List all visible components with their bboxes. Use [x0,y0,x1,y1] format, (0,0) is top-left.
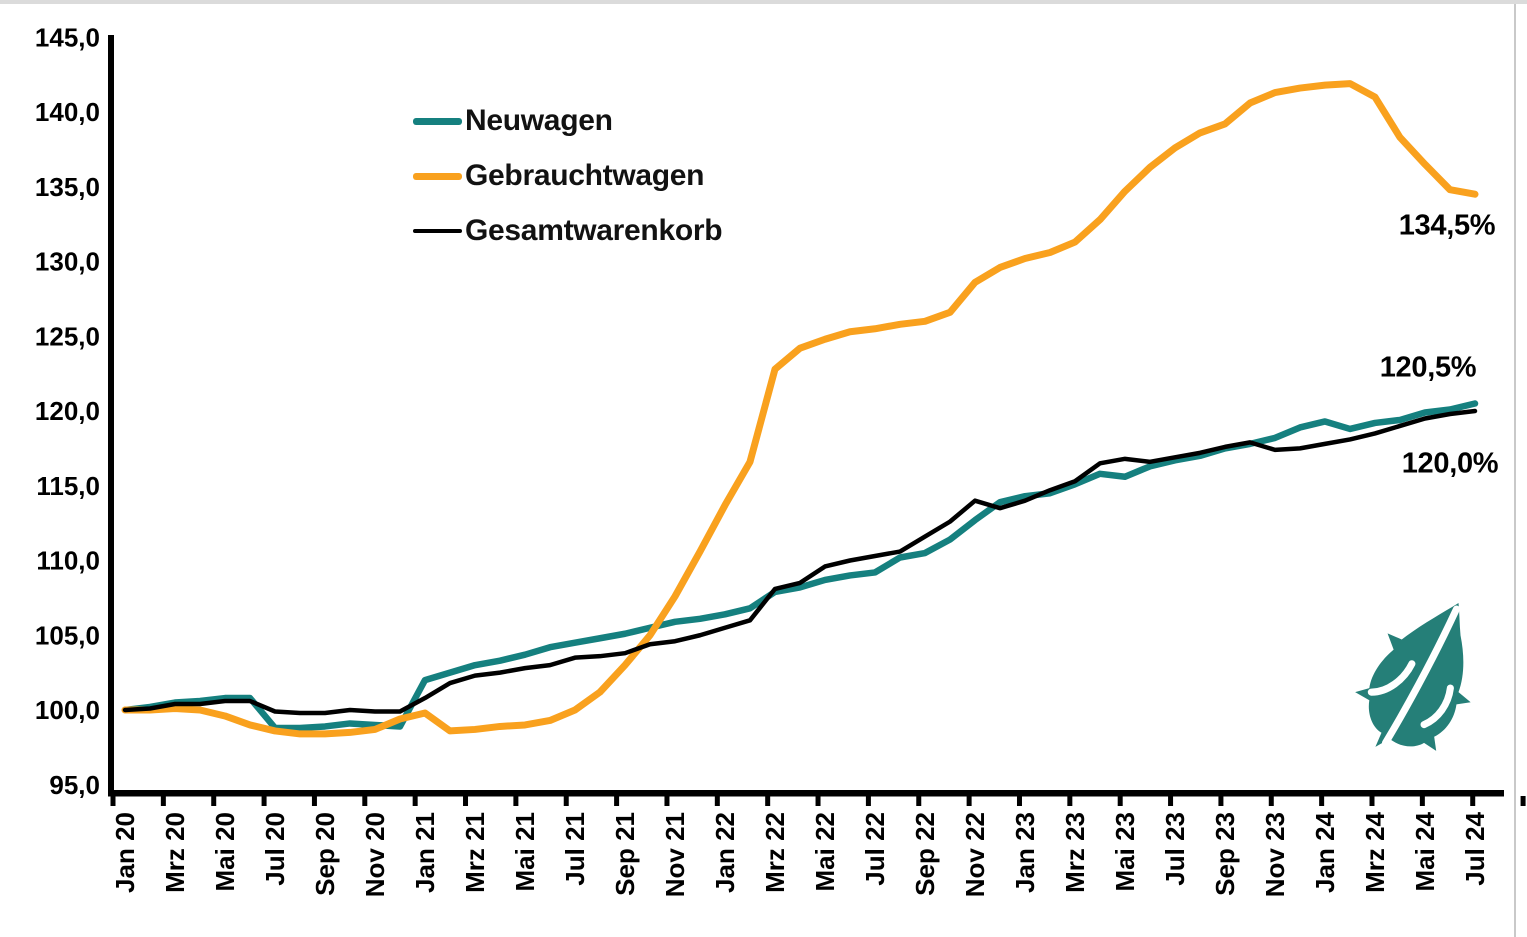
y-tick-label: 120,0 [35,396,100,426]
y-axis-line [108,35,114,796]
y-tick-label: 95,0 [49,770,100,800]
chart-legend: Neuwagen Gebrauchtwagen Gesamtwarenkorb [413,104,723,248]
x-tick-label: Mai 24 [1410,811,1440,891]
x-axis-tick [311,796,317,806]
legend-item-neuwagen: Neuwagen [413,104,722,138]
x-tick-label: Nov 23 [1260,812,1290,897]
x-tick-label: Mai 21 [510,812,540,892]
y-tick-label: 100,0 [35,695,100,725]
x-axis-tick [1520,796,1526,806]
x-tick-label: Jul 24 [1460,811,1490,885]
x-axis-tick [865,796,871,806]
x-tick-label: Mrz 23 [1060,812,1090,893]
neuwagen-end-value-label: 120,5% [1379,351,1477,384]
legend-item-gebrauchtwagen: Gebrauchtwagen [413,159,722,193]
neuwagen-line-swatch [413,117,462,125]
x-axis-tick [1369,796,1375,806]
y-tick-label: 105,0 [35,620,100,650]
gebrauchtwagen-end-value-label: 134,5% [1398,209,1496,242]
x-axis-tick [815,796,821,806]
x-tick-label: Jan 21 [410,812,440,893]
x-axis-tick [412,796,418,806]
x-tick-label: Jul 23 [1160,812,1190,886]
page-right-edge [1514,4,1516,937]
x-tick-label: Sep 23 [1210,812,1240,896]
leaf-shape [1355,602,1471,751]
x-axis-tick [110,796,116,806]
x-axis-tick [1319,796,1325,806]
x-tick-label: Nov 22 [960,812,990,897]
x-axis-line [108,790,1504,797]
x-axis-tick [916,796,922,806]
x-tick-label: Mrz 20 [160,812,190,893]
legend-label: Gebrauchtwagen [465,159,705,192]
y-tick-label: 110,0 [36,546,100,576]
window-top-edge [0,0,1527,4]
x-tick-label: Mai 20 [210,812,240,892]
legend-label: Gesamtwarenkorb [465,214,723,247]
x-axis-tick [261,796,267,806]
x-tick-label: Jan 22 [710,812,740,893]
x-axis-tick [765,796,771,806]
x-tick-label: Nov 21 [660,812,690,897]
x-axis-tick [211,796,217,806]
series-line-gesamtwarenkorb [122,408,1478,716]
x-axis-tick [664,796,670,806]
x-axis-tick [1067,796,1073,806]
x-axis-tick [563,796,569,806]
x-axis-tick [1268,796,1274,806]
x-axis-tick [463,796,469,806]
x-tick-label: Sep 22 [910,812,940,896]
y-tick-label: 115,0 [36,471,100,501]
legend-item-gesamtwarenkorb: Gesamtwarenkorb [413,214,723,248]
x-axis-tick [513,796,519,806]
x-tick-label: Mai 22 [810,812,840,892]
x-axis-tick [362,796,368,806]
x-tick-label: Sep 20 [310,812,340,896]
y-tick-label: 125,0 [35,321,100,351]
x-tick-label: Jan 24 [1310,811,1340,892]
x-tick-label: Jul 20 [260,812,290,886]
leaf-logo [1355,602,1471,751]
x-axis-tick [160,796,166,806]
x-tick-label: Jan 23 [1010,812,1040,893]
x-tick-label: Mrz 22 [760,812,790,893]
x-tick-label: Jan 20 [110,812,140,893]
x-tick-label: Sep 21 [610,812,640,896]
x-axis-tick [1016,796,1022,806]
series-line-neuwagen [121,400,1479,732]
x-tick-label: Jul 21 [560,812,590,886]
y-tick-label: 130,0 [35,247,100,277]
leaf-veins [1367,605,1461,747]
x-tick-label: Mrz 21 [460,812,490,893]
x-axis-tick [1117,796,1123,806]
x-tick-label: Nov 20 [360,812,390,897]
legend-label: Neuwagen [465,104,613,137]
x-tick-label: Jul 22 [860,812,890,886]
gesamtwarenkorb-line-swatch [413,228,462,234]
x-axis-tick [1419,796,1425,806]
x-axis-tick [614,796,620,806]
y-tick-label: 135,0 [35,172,100,202]
gesamtwarenkorb-end-value-label: 120,0% [1401,447,1499,480]
series-line-gebrauchtwagen [121,80,1479,738]
gebrauchtwagen-line-swatch [413,172,462,180]
x-tick-label: Mai 23 [1110,812,1140,892]
x-axis-tick [1470,796,1476,806]
x-axis-tick [714,796,720,806]
y-tick-label: 140,0 [35,97,100,127]
x-axis-tick [1168,796,1174,806]
y-tick-label: 145,0 [35,22,100,52]
x-tick-label: Mrz 24 [1360,811,1390,892]
x-axis-tick [966,796,972,806]
x-axis-tick [1218,796,1224,806]
